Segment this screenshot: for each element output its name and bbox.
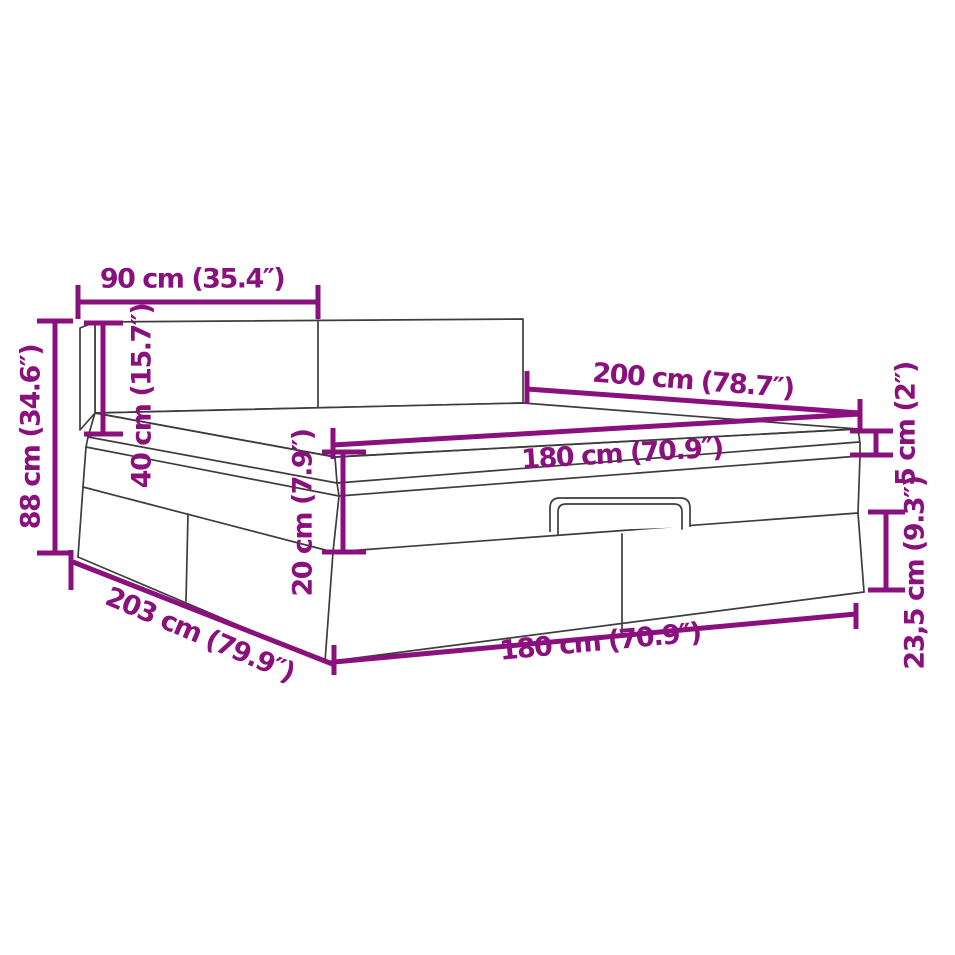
dimension-label-5cm: 5 cm (2″) <box>891 362 922 486</box>
dimension-annotations: 90 cm (35.4″) 88 cm (34.6″) 40 cm (15.7″… <box>16 264 931 689</box>
upper-frame <box>77 412 861 663</box>
box-top-edge-left <box>82 486 334 553</box>
box-corner-front-right <box>857 512 865 593</box>
dimension-label-23-5cm: 23,5 cm (9.3″) <box>900 476 931 669</box>
box-left-seam <box>185 513 189 602</box>
dimension-line-5cm <box>850 428 893 458</box>
dimension-label-180cm-bottom: 180 cm (70.9″) <box>498 617 702 667</box>
dimension-line-90cm <box>75 285 321 319</box>
mattress-left-face <box>87 412 338 484</box>
mattress <box>87 402 861 484</box>
handle-inner <box>557 503 683 535</box>
frame-corner-front-left <box>324 456 340 663</box>
dimension-line-40cm <box>84 320 123 437</box>
mattress-right-cap <box>857 428 861 457</box>
mattress-foot-face <box>334 428 860 484</box>
frame-corner-back-left <box>77 412 96 558</box>
rim-left-edge <box>85 446 340 497</box>
dimension-label-90cm: 90 cm (35.4″) <box>100 264 285 295</box>
dimension-label-203cm: 203 cm (79.9″) <box>101 581 299 688</box>
headboard-side-panel <box>79 321 96 431</box>
rim-foot-edge <box>338 455 861 497</box>
dimension-label-20cm: 20 cm (7.9″) <box>288 429 319 596</box>
bed-drawing <box>77 318 865 663</box>
frame-right-cap <box>857 455 861 514</box>
handle-outer <box>549 497 691 532</box>
dimension-label-88cm: 88 cm (34.6″) <box>16 345 47 530</box>
frame-rim <box>85 446 861 497</box>
dimension-label-40cm: 40 cm (15.7″) <box>127 304 158 489</box>
dimension-line-88cm <box>37 318 73 556</box>
headboard-front-panel <box>94 318 524 414</box>
dimension-line-180cm-bottom <box>333 603 859 665</box>
dimension-line-23-5cm <box>868 509 905 593</box>
dimension-line-20cm <box>322 449 366 555</box>
box-top-edge-front <box>332 512 859 553</box>
box-bottom-edge-front <box>324 591 865 663</box>
storage-box <box>77 486 865 663</box>
